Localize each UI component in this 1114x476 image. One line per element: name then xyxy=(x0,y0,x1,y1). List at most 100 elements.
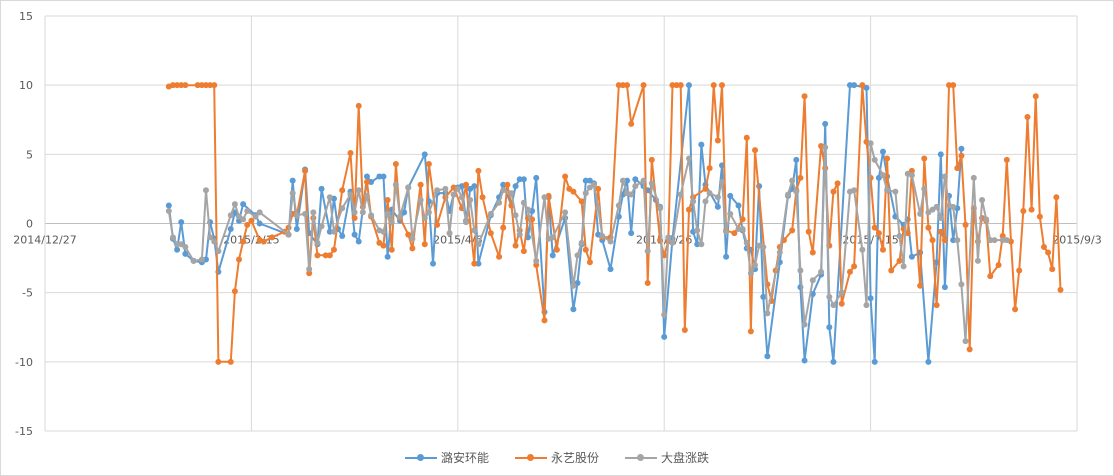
data-point-marker[interactable] xyxy=(871,358,878,365)
data-point-marker[interactable] xyxy=(1020,208,1027,215)
data-point-marker[interactable] xyxy=(595,205,602,212)
data-point-marker[interactable] xyxy=(405,184,412,191)
data-point-marker[interactable] xyxy=(326,228,333,235)
data-point-marker[interactable] xyxy=(207,234,214,241)
data-point-marker[interactable] xyxy=(743,239,750,246)
data-point-marker[interactable] xyxy=(326,252,333,259)
data-point-marker[interactable] xyxy=(541,317,548,324)
data-point-marker[interactable] xyxy=(202,256,209,263)
data-point-marker[interactable] xyxy=(500,187,507,194)
data-point-marker[interactable] xyxy=(1016,267,1023,274)
data-point-marker[interactable] xyxy=(467,196,474,203)
data-point-marker[interactable] xyxy=(293,226,300,233)
data-point-marker[interactable] xyxy=(388,246,395,253)
data-point-marker[interactable] xyxy=(884,155,891,162)
data-point-marker[interactable] xyxy=(570,282,577,289)
data-point-marker[interactable] xyxy=(508,190,515,197)
data-point-marker[interactable] xyxy=(834,180,841,187)
data-point-marker[interactable] xyxy=(797,174,804,181)
data-point-marker[interactable] xyxy=(826,324,833,331)
data-point-marker[interactable] xyxy=(809,249,816,256)
data-point-marker[interactable] xyxy=(624,177,631,184)
data-point-marker[interactable] xyxy=(946,82,953,89)
data-point-marker[interactable] xyxy=(970,174,977,181)
data-point-marker[interactable] xyxy=(805,228,812,235)
data-point-marker[interactable] xyxy=(302,210,309,217)
data-point-marker[interactable] xyxy=(318,185,325,192)
data-point-marker[interactable] xyxy=(376,173,383,180)
data-point-marker[interactable] xyxy=(202,82,209,89)
data-point-marker[interactable] xyxy=(685,206,692,213)
data-point-marker[interactable] xyxy=(231,201,238,208)
data-point-marker[interactable] xyxy=(520,248,527,255)
data-point-marker[interactable] xyxy=(727,210,734,217)
data-point-marker[interactable] xyxy=(355,102,362,109)
data-point-marker[interactable] xyxy=(351,214,358,221)
data-point-marker[interactable] xyxy=(681,327,688,334)
data-point-marker[interactable] xyxy=(434,187,441,194)
data-point-marker[interactable] xyxy=(743,134,750,141)
data-point-marker[interactable] xyxy=(999,237,1006,244)
data-point-marker[interactable] xyxy=(487,210,494,217)
data-point-marker[interactable] xyxy=(310,209,317,216)
data-point-marker[interactable] xyxy=(702,185,709,192)
data-point-marker[interactable] xyxy=(619,82,626,89)
data-point-marker[interactable] xyxy=(937,214,944,221)
data-point-marker[interactable] xyxy=(174,82,181,89)
data-point-marker[interactable] xyxy=(694,241,701,248)
data-point-marker[interactable] xyxy=(182,250,189,257)
data-point-marker[interactable] xyxy=(747,328,754,335)
data-point-marker[interactable] xyxy=(776,249,783,256)
data-point-marker[interactable] xyxy=(632,176,639,183)
data-point-marker[interactable] xyxy=(533,262,540,268)
data-point-marker[interactable] xyxy=(710,82,717,89)
data-point-marker[interactable] xyxy=(442,185,449,192)
data-point-marker[interactable] xyxy=(714,194,721,201)
data-point-marker[interactable] xyxy=(826,293,833,300)
data-point-marker[interactable] xyxy=(240,238,247,245)
data-point-marker[interactable] xyxy=(347,191,354,198)
data-point-marker[interactable] xyxy=(941,284,948,291)
data-point-marker[interactable] xyxy=(512,183,519,190)
data-point-marker[interactable] xyxy=(496,253,503,260)
legend-item-market[interactable]: 大盘涨跌 xyxy=(625,449,709,466)
data-point-marker[interactable] xyxy=(582,190,589,197)
data-point-marker[interactable] xyxy=(512,212,519,219)
data-point-marker[interactable] xyxy=(425,209,432,216)
data-point-marker[interactable] xyxy=(302,167,309,174)
data-point-marker[interactable] xyxy=(871,224,878,231)
data-point-marker[interactable] xyxy=(706,165,713,172)
data-point-marker[interactable] xyxy=(1036,213,1043,220)
data-point-marker[interactable] xyxy=(801,321,808,328)
data-point-marker[interactable] xyxy=(475,167,482,174)
data-point-marker[interactable] xyxy=(908,172,915,179)
data-point-marker[interactable] xyxy=(244,221,251,228)
data-point-marker[interactable] xyxy=(306,266,313,273)
data-point-marker[interactable] xyxy=(178,219,185,226)
data-point-marker[interactable] xyxy=(165,208,172,215)
data-point-marker[interactable] xyxy=(256,209,263,216)
data-point-marker[interactable] xyxy=(194,82,201,89)
data-point-marker[interactable] xyxy=(962,338,969,345)
data-point-marker[interactable] xyxy=(941,237,948,244)
data-point-marker[interactable] xyxy=(215,358,222,365)
data-point-marker[interactable] xyxy=(322,252,329,259)
data-point-marker[interactable] xyxy=(409,245,416,252)
data-point-marker[interactable] xyxy=(285,231,292,238)
data-point-marker[interactable] xyxy=(306,270,313,277)
data-point-marker[interactable] xyxy=(698,241,705,248)
data-point-marker[interactable] xyxy=(958,152,965,159)
data-point-marker[interactable] xyxy=(694,227,701,234)
data-point-marker[interactable] xyxy=(1028,206,1035,213)
data-point-marker[interactable] xyxy=(392,181,399,188)
data-point-marker[interactable] xyxy=(190,257,197,264)
data-point-marker[interactable] xyxy=(215,248,222,255)
data-point-marker[interactable] xyxy=(562,209,569,216)
data-point-marker[interactable] xyxy=(463,219,470,226)
data-point-marker[interactable] xyxy=(260,238,267,245)
data-point-marker[interactable] xyxy=(950,203,957,210)
data-point-marker[interactable] xyxy=(921,155,928,162)
data-point-marker[interactable] xyxy=(830,188,837,195)
data-point-marker[interactable] xyxy=(809,277,816,284)
data-point-marker[interactable] xyxy=(801,93,808,100)
